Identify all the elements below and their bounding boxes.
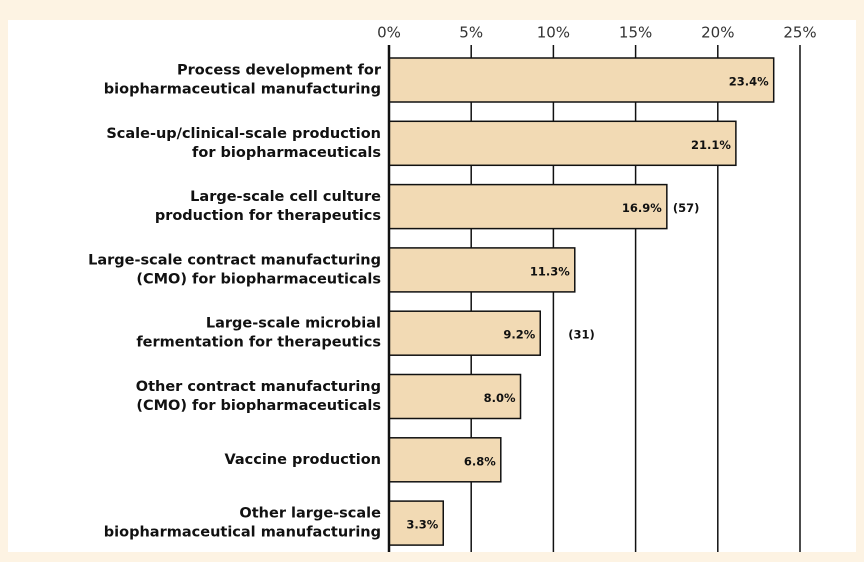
value-label: 23.4% [729,75,769,89]
category-label: Large-scale contract manufacturing (CMO) … [88,252,381,287]
category-label-line: Scale-up/clinical-scale production [106,126,381,142]
category-label-line: production for therapeutics [155,208,381,224]
category-label: Large-scale microbial fermentation for th… [136,316,381,351]
category-label-line: Large-scale contract manufacturing [88,252,381,268]
category-label-line: (CMO) for biopharmaceuticals [136,271,381,287]
category-label-line: (CMO) for biopharmaceuticals [136,398,381,414]
category-label-line: Other large-scale [239,506,381,522]
bar [388,500,445,546]
annotation: (31) [568,328,595,342]
category-label: Process development for biopharmaceutical… [104,63,382,98]
category-label: Vaccine production [224,452,381,468]
x-tick-label: 15% [619,24,652,42]
category-label-line: Large-scale microbial [206,316,381,332]
value-label: 21.1% [691,138,731,152]
category-label-line: biopharmaceutical manufacturing [104,82,381,98]
value-label: 3.3% [406,518,438,532]
x-tick-label: 20% [701,24,734,42]
category-label-line: biopharmaceutical manufacturing [104,525,381,541]
category-label: Scale-up/clinical-scale production for bi… [106,126,381,161]
value-label: 16.9% [622,201,662,215]
bar [388,310,541,356]
value-label: 11.3% [530,264,570,278]
category-label: Large-scale cell culture production for t… [155,189,381,224]
x-tick-label: 10% [537,24,570,42]
category-label-line: for biopharmaceuticals [192,145,381,161]
bar [388,247,576,293]
x-tick-label: 0% [377,24,401,42]
x-tick-label: 5% [459,24,483,42]
category-label-line: fermentation for therapeutics [136,335,381,351]
bar [388,57,775,103]
value-label: 9.2% [503,328,535,342]
bar [388,437,502,483]
bar [388,183,668,230]
category-label-line: Large-scale cell culture [190,189,381,205]
annotation: (57) [673,201,700,215]
category-label: Other large-scale biopharmaceutical manuf… [104,506,381,541]
category-label-line: Vaccine production [224,452,381,468]
category-label-line: Process development for [177,63,382,79]
x-tick-label: 25% [783,24,816,42]
bar [388,120,737,167]
category-label: Other contract manufacturing (CMO) for bi… [136,379,381,414]
value-label: 8.0% [484,391,516,405]
category-label-line: Other contract manufacturing [136,379,381,395]
value-label: 6.8% [464,454,496,468]
